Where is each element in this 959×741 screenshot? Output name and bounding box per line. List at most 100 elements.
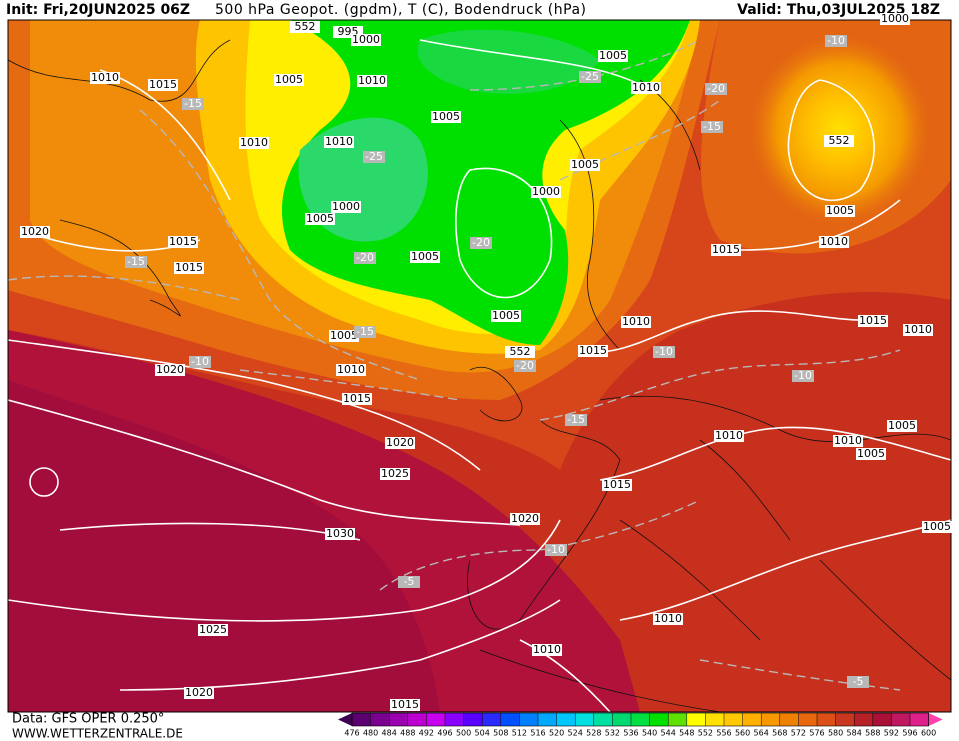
pressure-label: 1000 <box>331 200 361 213</box>
label-box <box>887 420 917 432</box>
colorbar-swatch <box>352 713 371 726</box>
pressure-text: 1010 <box>622 315 650 328</box>
field-596 <box>8 380 440 712</box>
map-frame <box>7 19 952 713</box>
label-box <box>189 356 211 368</box>
pressure-label: 1015 <box>578 344 608 357</box>
pressure-text: 552 <box>510 345 531 358</box>
label-box <box>631 82 661 94</box>
pressure-text: 1010 <box>91 71 119 84</box>
website: WWW.WETTERZENTRALE.DE <box>12 727 183 741</box>
colorbar-swatch <box>817 713 836 726</box>
map-area <box>8 20 951 712</box>
colorbar-tick-label: 512 <box>512 729 527 738</box>
label-box <box>305 213 335 225</box>
cold-core-north <box>417 29 600 94</box>
label-box <box>363 151 385 163</box>
label-box <box>198 624 228 636</box>
colorbar-tick-label: 496 <box>437 729 452 738</box>
pressure-text: 1005 <box>826 204 854 217</box>
temperature-label: -10 <box>545 543 567 556</box>
label-box <box>505 346 535 358</box>
temperature-label: -15 <box>565 413 587 426</box>
temperature-text: -5 <box>853 675 864 688</box>
label-box <box>354 252 376 264</box>
pressure-label: 1005 <box>825 204 855 217</box>
temperature-text: -5 <box>404 575 415 588</box>
colorbar-swatch <box>910 713 929 726</box>
pressure-label: 1010 <box>903 323 933 336</box>
temperature-label: -10 <box>825 34 847 47</box>
label-box <box>148 79 178 91</box>
pressure-label: 1005 <box>431 110 461 123</box>
label-box <box>336 364 366 376</box>
label-box <box>431 111 461 123</box>
colorbar-tick-label: 548 <box>679 729 694 738</box>
colorbar-swatch <box>724 713 743 726</box>
temperature-text: -15 <box>356 325 374 338</box>
label-box <box>858 315 888 327</box>
pressure-text: 552 <box>295 20 316 33</box>
colorbar-tick-label: 580 <box>828 729 843 738</box>
isobar-ring <box>29 467 59 497</box>
colorbar-swatch <box>649 713 669 726</box>
colorbar-swatch <box>575 713 594 726</box>
pressure-label: 1010 <box>714 429 744 442</box>
temperature-text: -15 <box>127 255 145 268</box>
pressure-label: 552 <box>824 134 854 147</box>
colorbar-swatch <box>556 713 576 726</box>
pressure-text: 1005 <box>923 520 951 533</box>
temperature-text: -15 <box>703 120 721 133</box>
colorbar-swatch <box>407 713 427 726</box>
pressure-label: 1015 <box>390 698 420 711</box>
pressure-text: 1025 <box>381 467 409 480</box>
label-box <box>125 256 147 268</box>
pressure-text: 1020 <box>156 363 184 376</box>
pressure-label: 552 <box>290 20 320 33</box>
colorbar-swatch <box>426 713 445 726</box>
pressure-label: 1010 <box>819 235 849 248</box>
colorbar-tick-label: 584 <box>847 729 862 738</box>
label-box <box>168 236 198 248</box>
colorbar-swatch <box>835 713 855 726</box>
temperature-label: -15 <box>125 255 147 268</box>
temperature-label: -15 <box>182 97 204 110</box>
pressure-text: 1010 <box>533 643 561 656</box>
pressure-label: 1000 <box>880 12 910 25</box>
label-box <box>714 430 744 442</box>
temperature-label: -20 <box>354 251 376 264</box>
pressure-label: 1000 <box>351 33 381 46</box>
temperature-label: -20 <box>705 82 727 95</box>
pressure-label: 1015 <box>174 261 204 274</box>
pressure-label: 1015 <box>602 478 632 491</box>
data-source: Data: GFS OPER 0.250° <box>12 712 164 727</box>
pressure-text: 1015 <box>175 261 203 274</box>
colorbar-tick-label: 532 <box>605 729 620 738</box>
temperature-label: -10 <box>792 369 814 382</box>
pressure-text: 1010 <box>715 429 743 442</box>
colorbar-tick-label: 540 <box>642 729 657 738</box>
pressure-label: 1010 <box>357 74 387 87</box>
label-box <box>825 205 855 217</box>
label-box <box>514 360 536 372</box>
colorbar-tick-label: 516 <box>530 729 545 738</box>
temperature-text: -15 <box>567 413 585 426</box>
pressure-label: 552 <box>505 345 535 358</box>
colorbar-swatch <box>705 713 724 726</box>
temperature-text: -20 <box>707 82 725 95</box>
label-box <box>380 468 410 480</box>
colorbar-swatch <box>445 713 464 726</box>
temperature-text: -25 <box>365 150 383 163</box>
temperature-text: -10 <box>191 355 209 368</box>
colorbar-swatch <box>631 713 650 726</box>
colorbar-swatch <box>872 713 892 726</box>
label-box <box>390 699 420 711</box>
pressure-label: 1000 <box>531 185 561 198</box>
label-box <box>856 448 886 460</box>
label-box <box>711 244 741 256</box>
colorbar-swatch <box>482 713 501 726</box>
pressure-text: 1010 <box>325 135 353 148</box>
warm-core <box>750 35 930 225</box>
label-box <box>653 346 675 358</box>
